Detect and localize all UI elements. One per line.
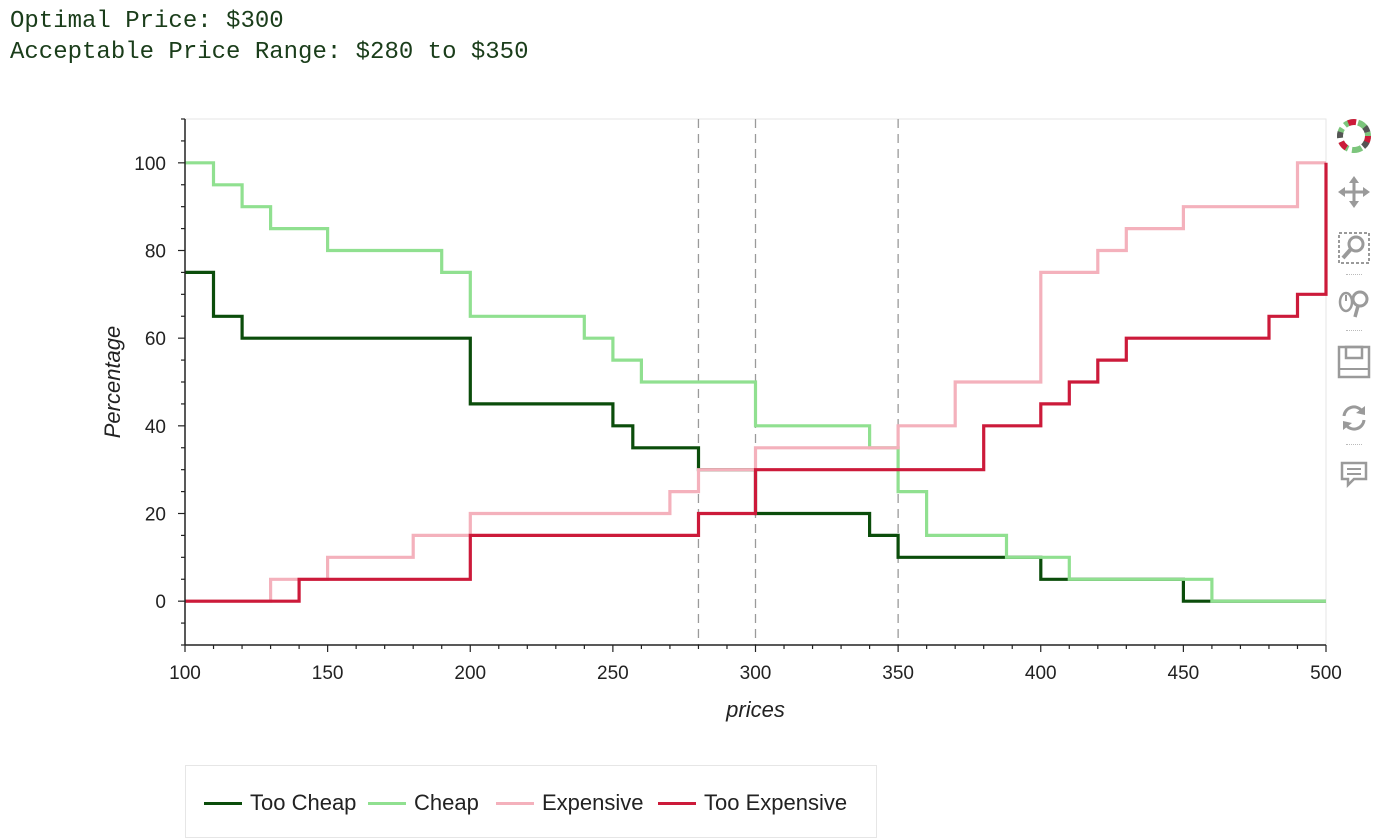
legend-label: Too Cheap xyxy=(250,790,357,815)
bokeh-logo-icon[interactable] xyxy=(1334,116,1374,156)
legend-swatch xyxy=(204,801,242,805)
box-zoom-icon[interactable] xyxy=(1334,228,1374,268)
optimal-price-text: Optimal Price: $300 xyxy=(10,8,284,35)
legend-swatch xyxy=(658,801,696,805)
y-tick-label: 0 xyxy=(155,592,166,613)
save-icon[interactable] xyxy=(1334,342,1374,382)
reset-icon[interactable] xyxy=(1334,398,1374,438)
acceptable-range-text: Acceptable Price Range: $280 to $350 xyxy=(10,39,529,66)
series-line-too-expensive xyxy=(185,162,1328,603)
y-tick-label: 80 xyxy=(145,242,166,263)
legend-item-too-expensive[interactable]: Too Expensive xyxy=(658,788,847,818)
series-line-cheap xyxy=(185,161,1326,603)
price-summary: Optimal Price: $300 Acceptable Price Rang… xyxy=(10,6,528,68)
chart-legend: Too Cheap Cheap Expensive Too Expensive xyxy=(185,765,877,838)
legend-label: Expensive xyxy=(542,790,644,815)
y-tick-label: 40 xyxy=(145,417,166,438)
x-tick-label: 500 xyxy=(1310,663,1342,684)
x-tick-label: 350 xyxy=(882,663,914,684)
legend-label: Too Expensive xyxy=(704,790,848,815)
y-axis-label: Percentage xyxy=(100,326,125,439)
y-tick-label: 100 xyxy=(134,154,166,175)
series-line-too-cheap xyxy=(185,270,1326,603)
legend-item-too-cheap[interactable]: Too Cheap xyxy=(204,788,356,818)
y-tick-label: 20 xyxy=(145,505,166,526)
wheel-zoom-icon[interactable] xyxy=(1334,284,1374,324)
legend-item-expensive[interactable]: Expensive xyxy=(496,788,644,818)
x-tick-label: 200 xyxy=(454,663,486,684)
x-tick-label: 100 xyxy=(169,663,201,684)
legend-label: Cheap xyxy=(414,790,479,815)
x-tick-label: 400 xyxy=(1025,663,1057,684)
legend-item-cheap[interactable]: Cheap xyxy=(368,788,479,818)
x-tick-label: 250 xyxy=(597,663,629,684)
x-axis-label: prices xyxy=(725,697,785,722)
x-tick-label: 150 xyxy=(312,663,344,684)
legend-swatch xyxy=(496,801,534,805)
x-tick-label: 450 xyxy=(1168,663,1200,684)
y-tick-label: 60 xyxy=(145,329,166,350)
x-tick-label: 300 xyxy=(740,663,772,684)
series-line-expensive xyxy=(185,161,1326,603)
pan-icon[interactable] xyxy=(1334,172,1374,212)
hover-icon[interactable] xyxy=(1334,454,1374,494)
legend-swatch xyxy=(368,801,406,805)
